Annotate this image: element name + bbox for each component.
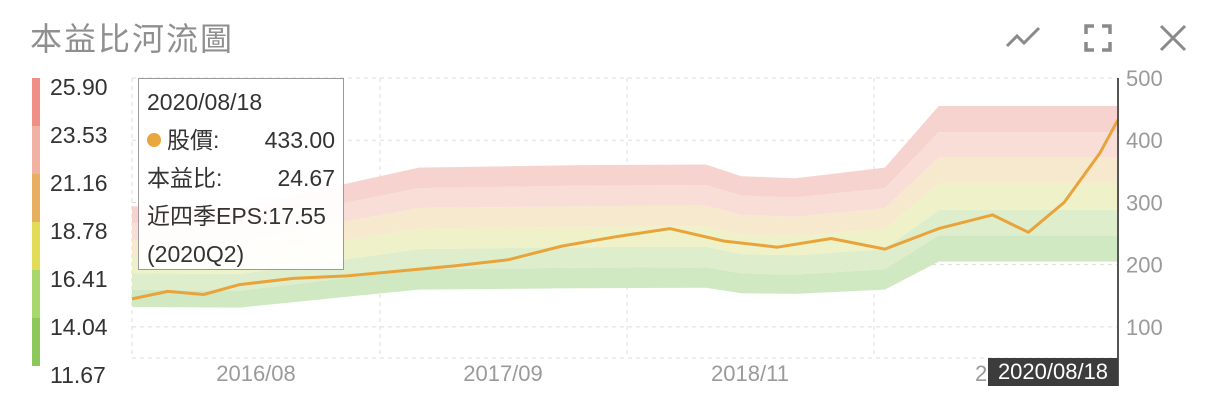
y-tick-label: 400	[1126, 128, 1163, 153]
legend-color-segment	[32, 78, 40, 126]
y-tick-label: 300	[1126, 190, 1163, 215]
ratio-label: 23.53	[50, 122, 108, 148]
y-tick-label: 200	[1126, 253, 1163, 278]
x-tick-label: 2018/11	[711, 361, 789, 386]
tooltip-pe-value: 24.67	[277, 164, 335, 191]
legend-color-segment	[32, 318, 40, 366]
close-icon[interactable]	[1153, 18, 1193, 58]
x-tick-label: 2017/09	[463, 361, 543, 386]
page-title: 本益比河流圖	[30, 20, 235, 58]
ratio-label: 25.90	[50, 74, 108, 100]
price-line	[131, 118, 1120, 301]
ratio-label: 11.67	[50, 362, 106, 388]
pe-band	[132, 235, 1118, 308]
line-chart-icon[interactable]	[1003, 18, 1043, 58]
pe-band	[132, 183, 1118, 274]
tooltip-price-value: 433.00	[264, 126, 335, 153]
x-tick-label: 2016/08	[216, 361, 296, 386]
pe-band	[132, 106, 1118, 225]
y-tick-label: 500	[1126, 66, 1163, 91]
price-dot-icon	[147, 133, 161, 147]
ratio-label: 21.16	[50, 170, 108, 196]
ratio-label: 16.41	[50, 266, 108, 292]
pe-band	[132, 132, 1118, 241]
legend-color-segment	[32, 270, 40, 318]
tooltip-quarter: (2020Q2)	[147, 240, 245, 267]
pe-band	[132, 157, 1118, 258]
ratio-label: 14.04	[50, 314, 108, 340]
tooltip-eps: 近四季EPS:17.55	[147, 202, 326, 229]
tooltip-date: 2020/08/18	[147, 88, 263, 115]
legend-color-segment	[32, 222, 40, 270]
tooltip-pe-label: 本益比:	[147, 164, 223, 191]
fullscreen-icon[interactable]	[1078, 18, 1118, 58]
pe-band	[132, 209, 1118, 291]
legend-color-segment	[32, 126, 40, 174]
ratio-label: 18.78	[50, 218, 108, 244]
y-tick-label: 100	[1126, 315, 1163, 340]
crosshair-date-label: 2020/08/18	[988, 358, 1118, 386]
tooltip-price-label: 股價:	[167, 126, 220, 153]
tooltip: 2020/08/18 股價: 433.00 本益比: 24.67 近四季EPS:…	[138, 78, 344, 270]
legend-color-segment	[32, 174, 40, 222]
